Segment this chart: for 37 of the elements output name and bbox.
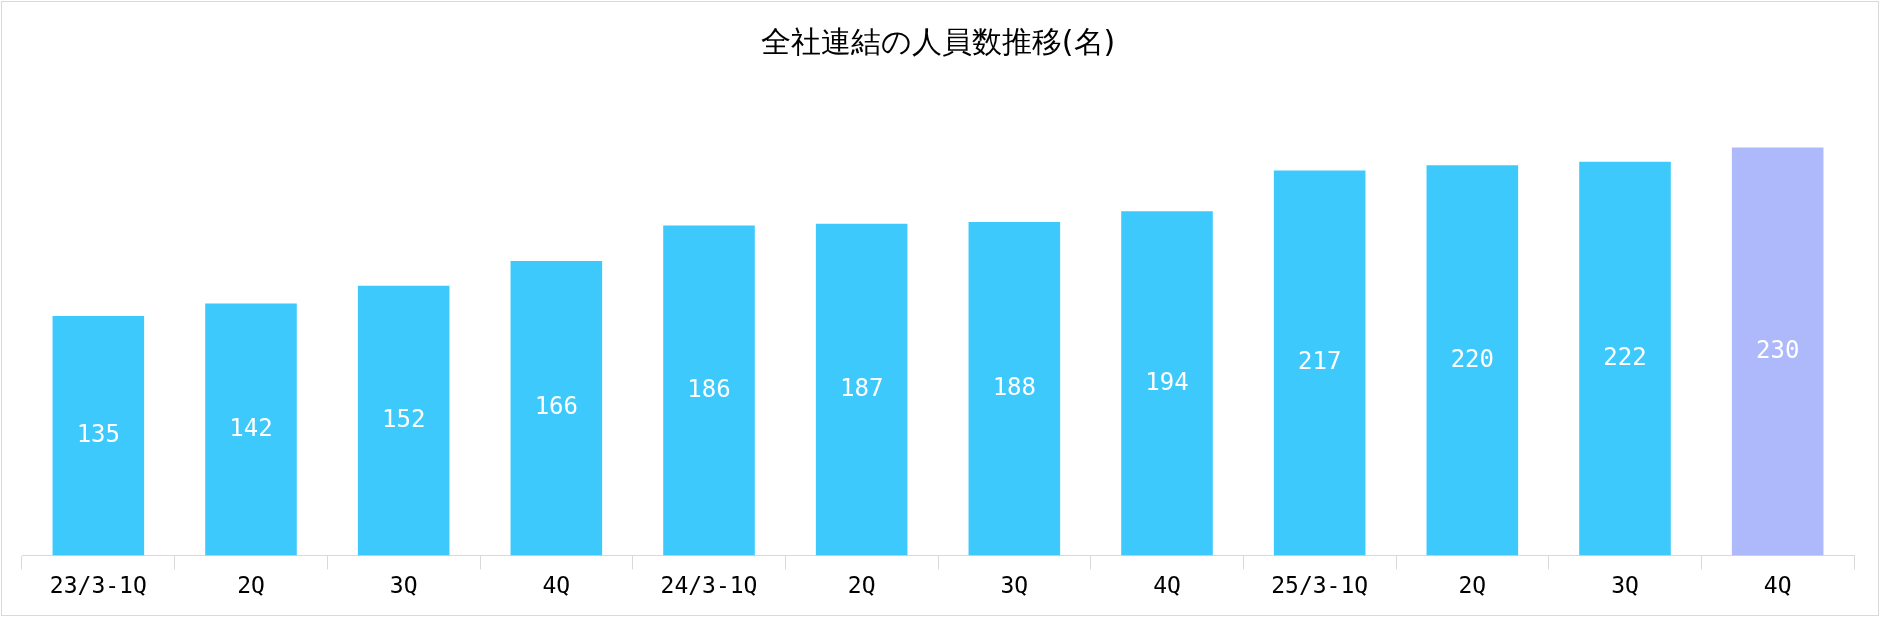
bar [52,315,145,556]
x-tick-label: 3Q [1611,572,1639,599]
x-tick-label: 2Q [847,572,876,599]
data-label: 230 [1755,335,1800,364]
bar [205,303,297,556]
bar [510,260,603,556]
bar [815,223,908,556]
bar [1273,170,1366,556]
data-label: 135 [76,419,121,448]
bar [663,225,755,556]
x-tick-label: 2Q [237,572,265,599]
data-label: 186 [687,374,731,403]
data-label: 187 [839,373,884,402]
data-label: 222 [1603,342,1647,371]
x-tick-label: 25/3-1Q [1271,572,1369,599]
data-label: 152 [381,404,426,433]
data-label: 220 [1450,344,1495,373]
data-label: 142 [229,413,273,442]
x-tick-label: 3Q [1000,572,1029,599]
x-tick-label: 4Q [1763,572,1792,599]
data-label: 194 [1145,367,1189,396]
data-label: 217 [1297,347,1342,376]
x-tick-label: 24/3-1Q [660,572,758,599]
x-tick-label: 23/3-1Q [49,572,147,599]
chart-title: 全社連結の人員数推移(名) [760,23,1116,59]
bar [1731,147,1824,556]
bar [1426,165,1519,556]
x-tick-label: 4Q [1153,572,1181,599]
bar [968,221,1061,556]
bar [1579,161,1671,556]
x-tick-label: 3Q [389,572,418,599]
data-label: 188 [992,372,1037,401]
bar [1121,211,1213,556]
x-tick-label: 4Q [542,572,571,599]
data-label: 166 [534,392,579,421]
x-tick-label: 2Q [1458,572,1487,599]
bar [357,285,450,556]
